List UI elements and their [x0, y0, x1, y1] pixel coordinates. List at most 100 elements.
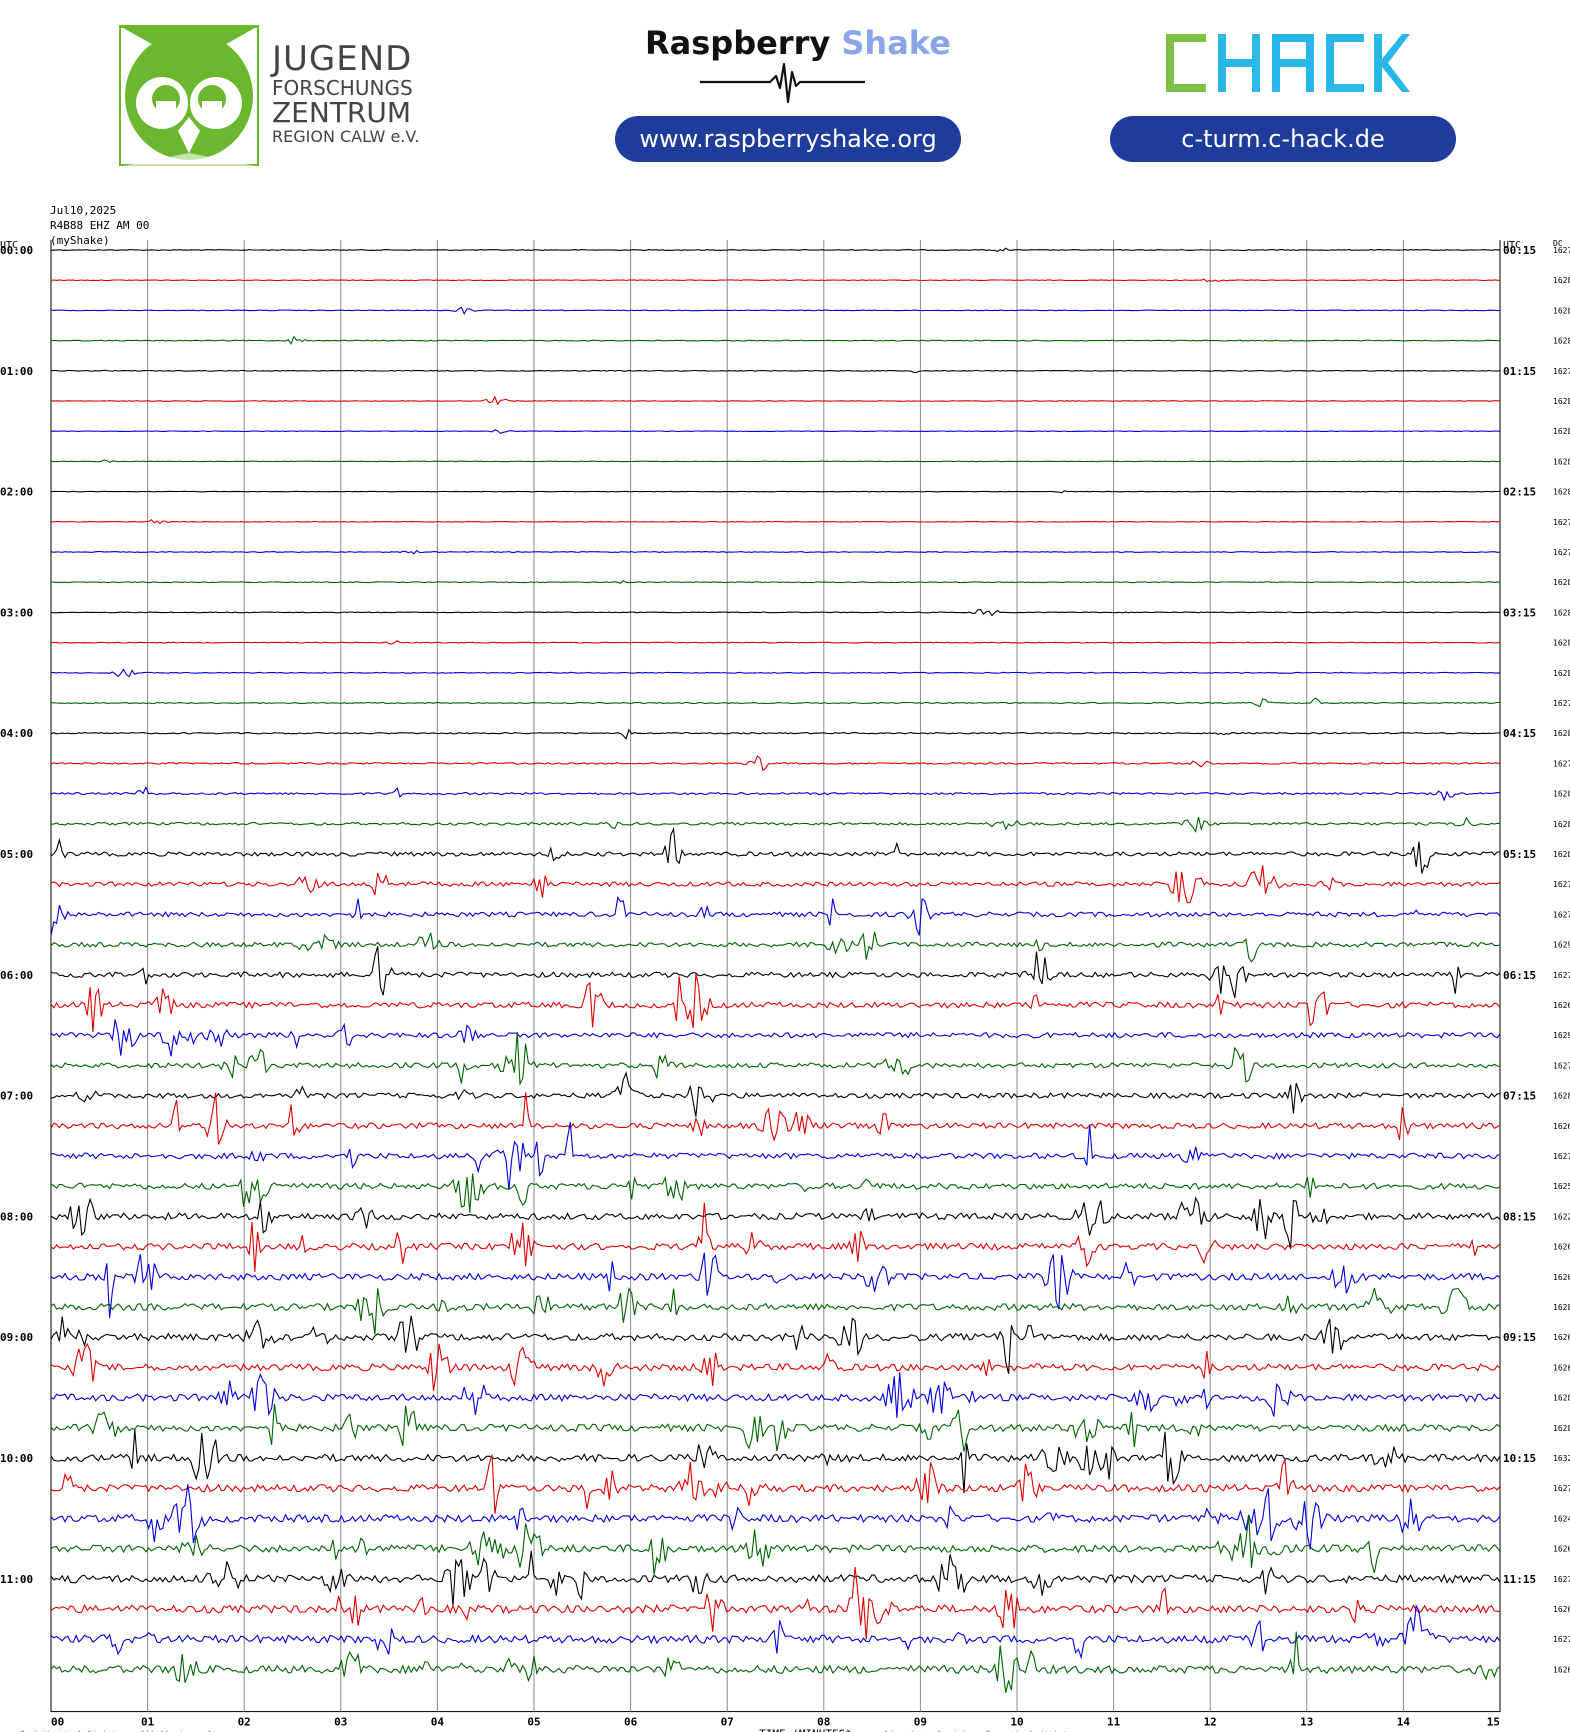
x-tick-label: 04 — [431, 1716, 445, 1729]
chack-url-link[interactable]: c-turm.c-hack.de — [1110, 116, 1456, 162]
x-tick-label: 14 — [1397, 1716, 1411, 1729]
dc-value-label: 16295 — [1553, 1031, 1570, 1040]
left-hour-label: 00:00 — [0, 244, 33, 257]
x-tick-label: 05 — [527, 1716, 540, 1729]
left-hour-label: 05:00 — [0, 848, 33, 861]
right-hour-label: 11:15 — [1503, 1573, 1536, 1586]
x-tick-label: 10 — [1010, 1716, 1023, 1729]
trace-line — [50, 395, 1500, 406]
footer-clip-note: Traces clipped at plus/minus 5 vertical … — [846, 1731, 1082, 1732]
x-tick-label: 07 — [721, 1716, 734, 1729]
trace-line — [50, 826, 1501, 874]
meta-network: (myShake) — [50, 234, 110, 247]
right-hour-label: 04:15 — [1503, 727, 1536, 740]
x-tick-label: 06 — [624, 1716, 638, 1729]
left-hour-label: 07:00 — [0, 1090, 33, 1103]
raspberry-shake-title: Raspberry Shake — [645, 24, 951, 62]
trace-line — [50, 1515, 1501, 1575]
seismogram-wave-icon — [700, 62, 865, 104]
meta-station: R4B88 EHZ AM 00 — [50, 219, 150, 232]
trace-line — [50, 931, 1501, 963]
left-hour-label: 10:00 — [0, 1452, 33, 1465]
dc-value-label: 16285 — [1553, 1303, 1570, 1312]
left-hour-label: 03:00 — [0, 606, 33, 619]
dc-value-label: 16279 — [1553, 367, 1570, 376]
dc-value-label: 16294 — [1553, 941, 1570, 950]
raspberryshake-url-link[interactable]: www.raspberryshake.org — [615, 116, 961, 162]
right-hour-label: 05:15 — [1503, 848, 1536, 861]
right-hour-label: 09:15 — [1503, 1331, 1536, 1344]
dc-value-label: 16282 — [1553, 337, 1570, 346]
trace-line — [50, 429, 1501, 435]
trace-line — [50, 668, 1501, 678]
dc-value-label: 16272 — [1553, 1635, 1570, 1644]
jfz-wordmark: JUGEND FORSCHUNGS ZENTRUM REGION CALW e.… — [272, 42, 419, 145]
trace-line — [50, 1604, 1501, 1660]
trace-line — [50, 580, 1501, 584]
trace-line — [50, 278, 1501, 283]
left-hour-label: 04:00 — [0, 727, 33, 740]
trace-line — [50, 1252, 1501, 1319]
dc-value-label: 16265 — [1553, 1665, 1570, 1674]
trace-line — [50, 1173, 1501, 1213]
trace-line — [51, 490, 1500, 494]
dc-value-label: 16282 — [1553, 669, 1570, 678]
trace-line — [50, 1202, 1501, 1272]
trace-line — [50, 609, 1501, 617]
x-tick-label: 08 — [817, 1716, 830, 1729]
dc-value-label: 16267 — [1553, 1545, 1570, 1554]
dc-value-label: 16263 — [1553, 1333, 1570, 1342]
dc-value-label: 16265 — [1553, 1001, 1570, 1010]
dc-value-label: 16277 — [1553, 246, 1570, 255]
trace-line — [50, 1122, 1501, 1190]
left-hour-label: 06:00 — [0, 969, 33, 982]
trace-line — [50, 1484, 1501, 1550]
x-tick-label: 15 — [1487, 1716, 1500, 1729]
dc-value-label: 16278 — [1553, 518, 1570, 527]
dc-value-label: 16284 — [1553, 1424, 1570, 1433]
jfz-line-1: JUGEND — [272, 39, 413, 79]
trace-line — [50, 946, 1501, 999]
trace-line — [50, 1019, 1501, 1057]
trace-line — [50, 1031, 1501, 1086]
jfz-line-4: REGION CALW e.V. — [272, 127, 420, 146]
trace-line — [50, 306, 1501, 316]
dc-value-label: 16249 — [1553, 1514, 1570, 1523]
x-tick-label: 09 — [914, 1716, 927, 1729]
trace-line — [50, 865, 1501, 904]
dc-value-label: 16278 — [1553, 548, 1570, 557]
right-hour-label: 07:15 — [1503, 1090, 1536, 1103]
trace-line — [50, 1550, 1501, 1606]
right-hour-label: 10:15 — [1503, 1452, 1536, 1465]
trace-line — [50, 755, 1501, 772]
helicorder-chart: UTCUTCDC1627700:0000:1516280162801628216… — [0, 240, 1570, 1732]
dc-value-label: 16277 — [1553, 910, 1570, 919]
dc-value-label: 16268 — [1553, 1363, 1570, 1372]
trace-line — [50, 247, 1501, 253]
right-hour-label: 08:15 — [1503, 1210, 1536, 1223]
dc-value-label: 16283 — [1553, 729, 1570, 738]
trace-line — [50, 549, 1501, 555]
dc-value-label: 16285 — [1553, 820, 1570, 829]
trace-line — [50, 1403, 1501, 1452]
dc-value-label: 16256 — [1553, 1182, 1570, 1191]
x-tick-label: 11 — [1107, 1716, 1121, 1729]
left-hour-label: 11:00 — [0, 1573, 33, 1586]
right-hour-label: 00:15 — [1503, 244, 1536, 257]
dc-value-label: 16283 — [1553, 578, 1570, 587]
trace-line — [50, 519, 1501, 525]
trace-line — [50, 1287, 1501, 1335]
trace-line — [50, 785, 1500, 802]
dc-value-label: 16276 — [1553, 880, 1570, 889]
dc-title: DC — [1553, 240, 1563, 248]
trace-line — [50, 1372, 1500, 1418]
trace-line — [50, 973, 1501, 1033]
x-tick-label: 03 — [334, 1716, 347, 1729]
